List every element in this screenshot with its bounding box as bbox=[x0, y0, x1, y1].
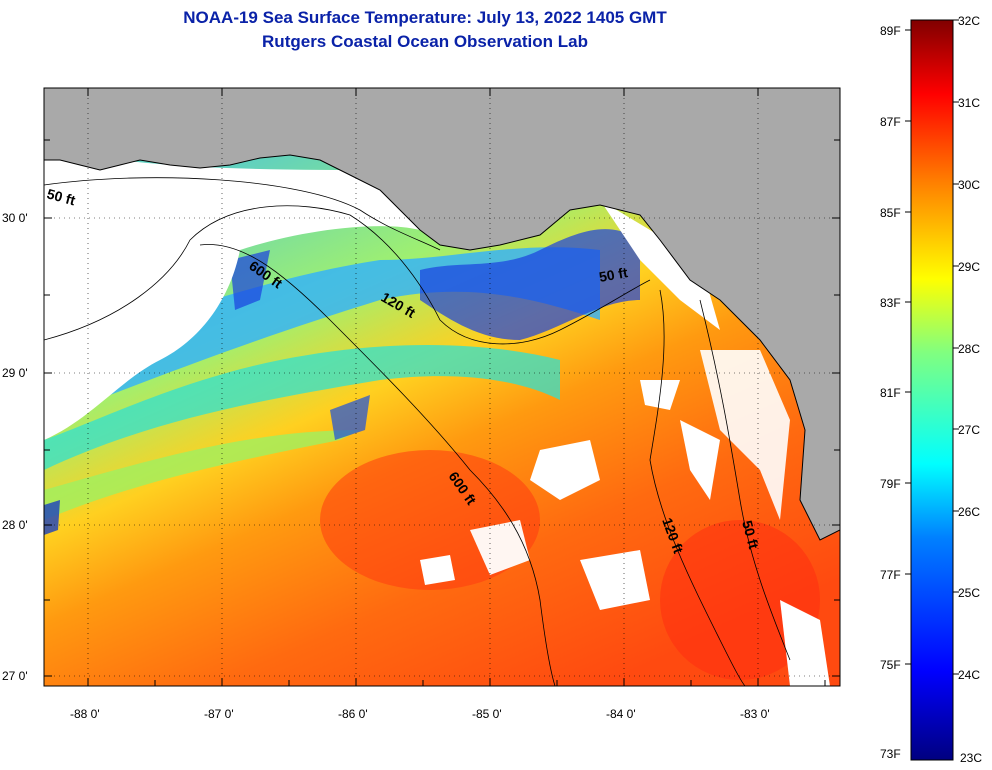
lon-label-86: -86 0' bbox=[338, 707, 368, 721]
contour-label: 50 ft bbox=[739, 519, 762, 551]
colorbar-f-label: 87F bbox=[880, 115, 901, 129]
lat-label-30: 30 0' bbox=[2, 211, 28, 225]
map-subtitle: Rutgers Coastal Ocean Observation Lab bbox=[262, 32, 588, 51]
contour-120ft-east bbox=[649, 289, 746, 686]
colorbar-f-label: 89F bbox=[880, 24, 901, 38]
lat-label-29: 29 0' bbox=[2, 366, 28, 380]
colorbar-f-label: 75F bbox=[880, 658, 901, 672]
lon-label-85: -85 0' bbox=[472, 707, 502, 721]
map-plot-area bbox=[44, 88, 840, 686]
colorbar bbox=[910, 19, 954, 761]
colorbar-c-label: 32C bbox=[958, 14, 980, 28]
colorbar-c-label: 25C bbox=[958, 586, 980, 600]
contour-50ft bbox=[44, 177, 441, 251]
lon-label-88: -88 0' bbox=[70, 707, 100, 721]
colorbar-c-label: 24C bbox=[958, 668, 980, 682]
contour-600ft bbox=[199, 244, 556, 686]
lon-label-84: -84 0' bbox=[606, 707, 636, 721]
contour-120ft bbox=[44, 205, 651, 345]
contour-label: 50 ft bbox=[45, 185, 77, 208]
lon-label-87: -87 0' bbox=[204, 707, 234, 721]
colorbar-f-label: 83F bbox=[880, 296, 901, 310]
colorbar-c-label: 29C bbox=[958, 260, 980, 274]
colorbar-c-label: 31C bbox=[958, 96, 980, 110]
lat-label-27: 27 0' bbox=[2, 669, 28, 683]
contour-label: 50 ft bbox=[598, 264, 629, 285]
coastline bbox=[44, 154, 840, 541]
colorbar-c-label: 26C bbox=[958, 505, 980, 519]
contour-50ft-east bbox=[699, 299, 791, 661]
colorbar-f-label: 79F bbox=[880, 477, 901, 491]
colorbar-f-label: 85F bbox=[880, 206, 901, 220]
map-title: NOAA-19 Sea Surface Temperature: July 13… bbox=[183, 8, 667, 27]
colorbar-c-label: 28C bbox=[958, 342, 980, 356]
colorbar-c-label: 30C bbox=[958, 178, 980, 192]
map-frame bbox=[43, 87, 841, 687]
colorbar-f-label: 73F bbox=[880, 747, 901, 761]
lat-label-28: 28 0' bbox=[2, 518, 28, 532]
colorbar-c-label: 23C bbox=[960, 751, 982, 765]
colorbar-f-label: 81F bbox=[880, 386, 901, 400]
colorbar-c-label: 27C bbox=[958, 423, 980, 437]
lon-label-83: -83 0' bbox=[740, 707, 770, 721]
colorbar-f-label: 77F bbox=[880, 568, 901, 582]
